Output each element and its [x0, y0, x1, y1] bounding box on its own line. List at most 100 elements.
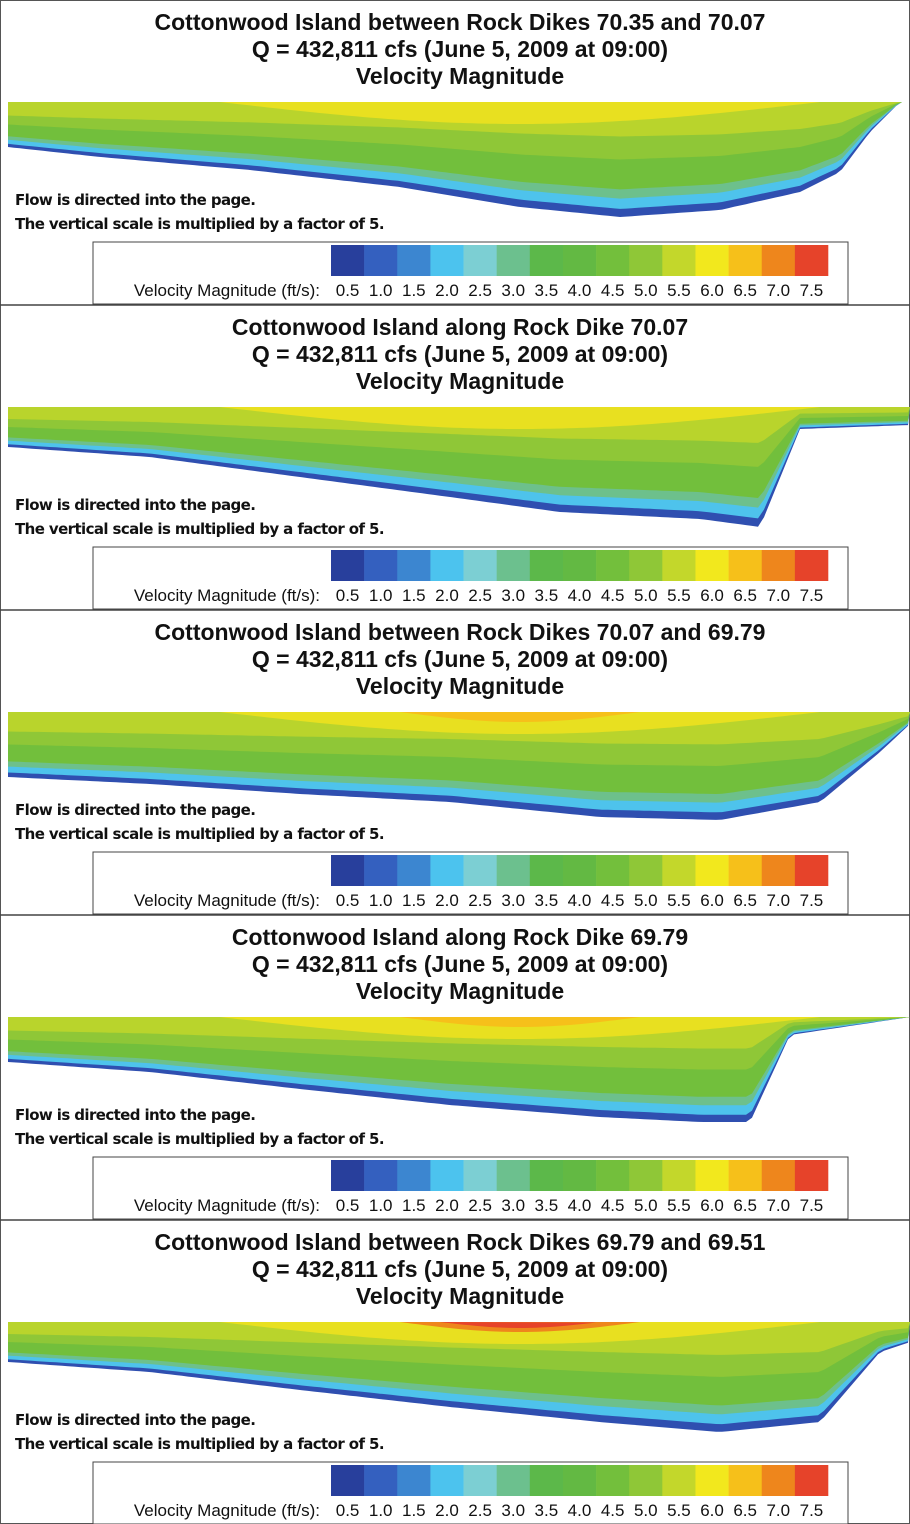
- legend-tick: 6.0: [700, 891, 724, 910]
- legend-tick: 3.5: [535, 586, 559, 605]
- color-swatch: [629, 855, 663, 886]
- note: Flow is directed into the page.: [15, 801, 255, 819]
- color-swatch: [562, 855, 597, 886]
- contour-plot: [8, 102, 910, 217]
- color-swatch: [430, 855, 464, 886]
- legend-tick: 5.0: [634, 586, 658, 605]
- legend-tick: 5.5: [667, 586, 691, 605]
- legend-tick: 0.5: [336, 1196, 360, 1215]
- legend-tick: 1.0: [369, 891, 393, 910]
- color-swatch: [463, 1160, 497, 1191]
- legend-tick: 2.5: [468, 281, 492, 300]
- color-swatch: [529, 855, 564, 886]
- legend-tick: 4.5: [601, 891, 625, 910]
- color-swatch: [364, 855, 398, 886]
- legend-tick: 3.5: [535, 281, 559, 300]
- velocity-band: [220, 1017, 820, 1039]
- legend-tick: 4.5: [601, 1501, 625, 1520]
- contour-plot: [8, 407, 910, 527]
- legend-tick: 1.0: [369, 586, 393, 605]
- legend-tick: 6.5: [733, 1196, 757, 1215]
- legend-tick: 1.5: [402, 1196, 426, 1215]
- panel-title: Velocity Magnitude: [356, 673, 564, 699]
- color-swatch: [397, 550, 431, 581]
- note: The vertical scale is multiplied by a fa…: [15, 825, 384, 843]
- color-swatch: [761, 1160, 796, 1191]
- panel-title: Q = 432,811 cfs (June 5, 2009 at 09:00): [252, 341, 668, 367]
- color-swatch: [496, 1160, 531, 1191]
- color-swatch: [529, 245, 564, 276]
- legend-tick: 3.5: [535, 1501, 559, 1520]
- legend-tick: 2.5: [468, 586, 492, 605]
- legend-tick: 3.0: [501, 1501, 525, 1520]
- legend-tick: 7.5: [800, 1196, 824, 1215]
- color-swatch: [629, 1465, 663, 1496]
- legend-tick: 5.5: [667, 1501, 691, 1520]
- color-swatch: [629, 550, 663, 581]
- color-swatch: [794, 245, 829, 276]
- legend-tick: 6.0: [700, 1196, 724, 1215]
- velocity-band: [220, 102, 820, 124]
- panel-title: Cottonwood Island between Rock Dikes 70.…: [155, 9, 766, 35]
- color-swatch: [463, 855, 497, 886]
- legend-tick: 1.5: [402, 586, 426, 605]
- legend-tick: 5.0: [634, 281, 658, 300]
- legend-tick: 2.5: [468, 1196, 492, 1215]
- color-swatch: [662, 245, 696, 276]
- panel-title: Q = 432,811 cfs (June 5, 2009 at 09:00): [252, 646, 668, 672]
- note: Flow is directed into the page.: [15, 191, 255, 209]
- velocity-band: [220, 1322, 820, 1344]
- legend-tick: 3.0: [501, 1196, 525, 1215]
- panel-title: Velocity Magnitude: [356, 368, 564, 394]
- color-swatch: [629, 245, 663, 276]
- velocity-band: [400, 712, 640, 722]
- legend-tick: 6.0: [700, 281, 724, 300]
- color-swatch: [364, 1465, 398, 1496]
- legend-tick: 2.0: [435, 1501, 459, 1520]
- color-swatch: [430, 245, 464, 276]
- color-swatch: [794, 550, 829, 581]
- velocity-band: [440, 1322, 596, 1328]
- velocity-band: [220, 712, 820, 734]
- legend-label: Velocity Magnitude (ft/s):: [134, 1501, 320, 1520]
- panel-title: Cottonwood Island between Rock Dikes 69.…: [155, 1229, 766, 1255]
- note: The vertical scale is multiplied by a fa…: [15, 215, 384, 233]
- legend-tick: 2.0: [435, 281, 459, 300]
- color-swatch: [695, 245, 729, 276]
- color-swatch: [364, 550, 398, 581]
- legend-label: Velocity Magnitude (ft/s):: [134, 891, 320, 910]
- color-swatch: [331, 1160, 365, 1191]
- legend-tick: 2.5: [468, 891, 492, 910]
- color-swatch: [695, 550, 729, 581]
- legend-tick: 7.5: [800, 586, 824, 605]
- color-swatch: [430, 1160, 464, 1191]
- legend-tick: 0.5: [336, 1501, 360, 1520]
- legend-tick: 4.5: [601, 586, 625, 605]
- color-swatch: [463, 550, 497, 581]
- color-swatch: [662, 550, 696, 581]
- legend-tick: 3.0: [501, 281, 525, 300]
- legend-tick: 7.0: [766, 1501, 790, 1520]
- color-swatch: [529, 1465, 564, 1496]
- legend-tick: 7.0: [766, 891, 790, 910]
- color-swatch: [728, 550, 763, 581]
- legend-tick: 5.5: [667, 281, 691, 300]
- velocity-band: [220, 407, 820, 429]
- color-swatch: [463, 245, 497, 276]
- color-swatch: [331, 550, 365, 581]
- legend-tick: 5.0: [634, 1196, 658, 1215]
- legend-tick: 3.5: [535, 1196, 559, 1215]
- legend-tick: 2.0: [435, 1196, 459, 1215]
- color-swatch: [596, 1160, 630, 1191]
- panel-title: Q = 432,811 cfs (June 5, 2009 at 09:00): [252, 1256, 668, 1282]
- panel-title: Cottonwood Island along Rock Dike 70.07: [232, 314, 688, 340]
- legend-tick: 3.5: [535, 891, 559, 910]
- note: Flow is directed into the page.: [15, 1106, 255, 1124]
- color-swatch: [794, 855, 829, 886]
- legend-tick: 5.5: [667, 1196, 691, 1215]
- color-swatch: [562, 1465, 597, 1496]
- color-swatch: [331, 855, 365, 886]
- color-swatch: [794, 1465, 829, 1496]
- color-swatch: [562, 245, 597, 276]
